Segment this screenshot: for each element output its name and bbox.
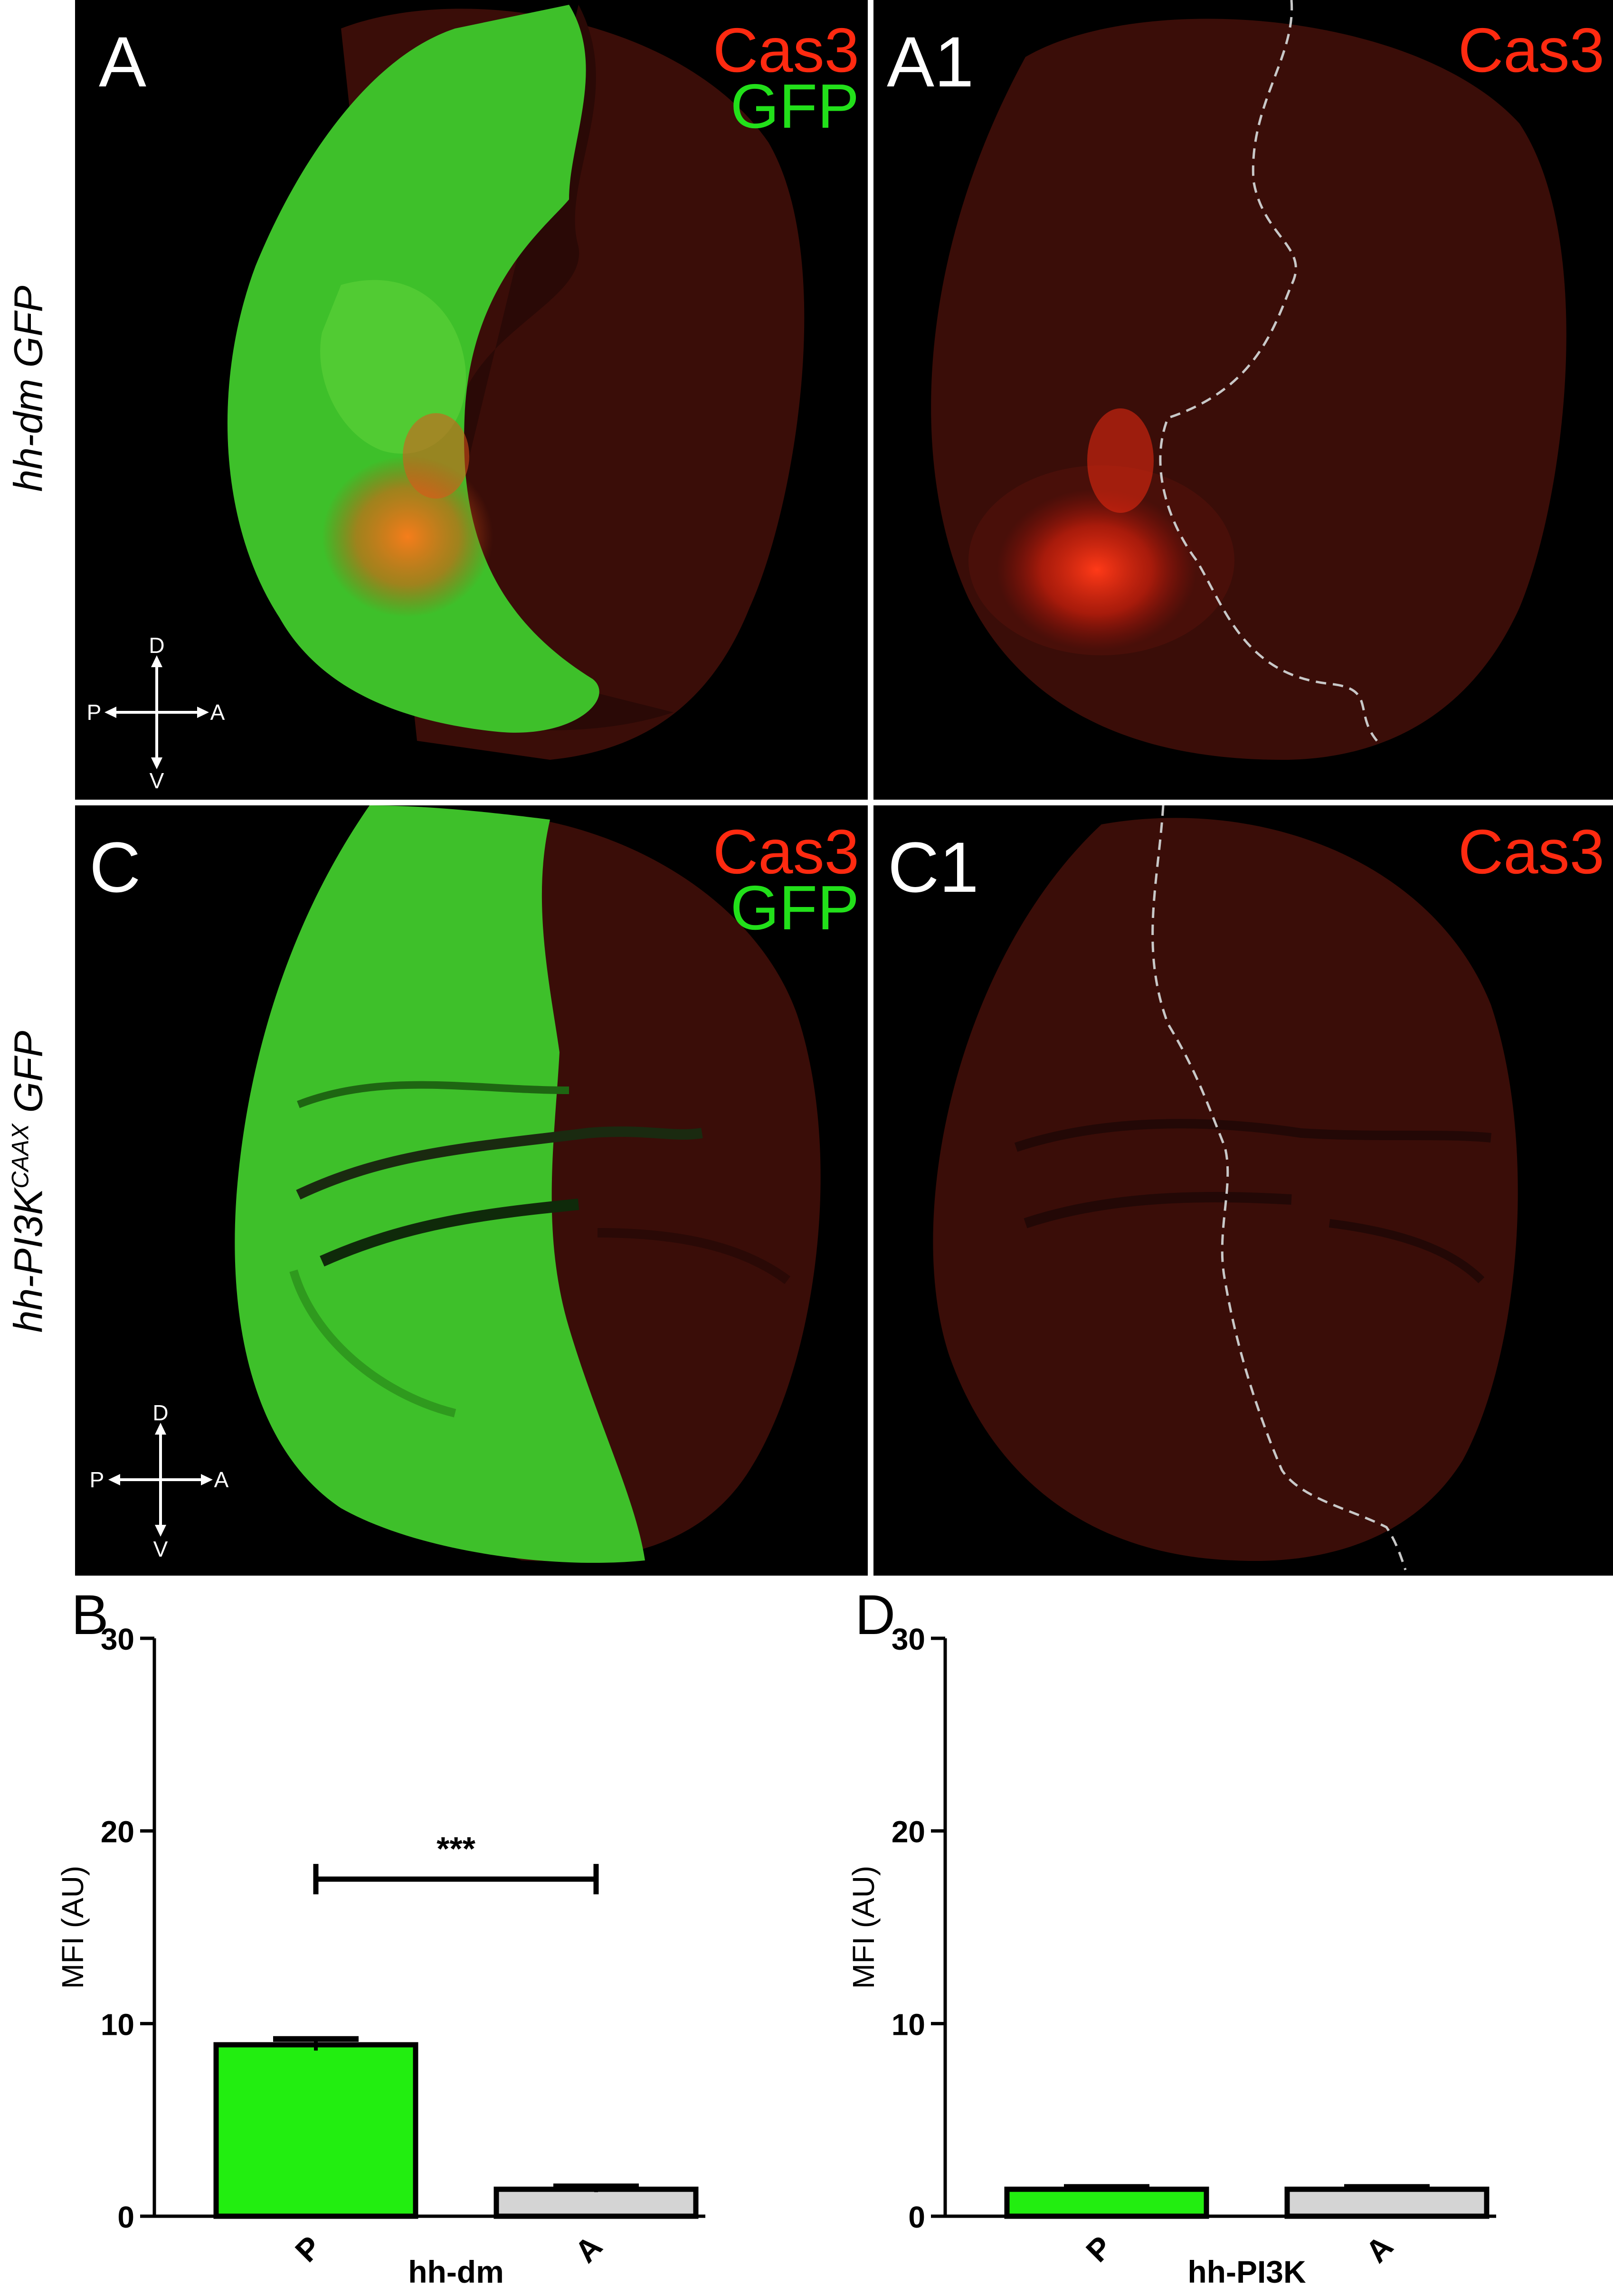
y-tick-label: 0 xyxy=(908,2200,925,2234)
channel-label-gfp: GFP xyxy=(730,873,859,943)
compass-d: D xyxy=(149,633,164,658)
chart-panel-label-d: D xyxy=(855,1584,896,1646)
genotype-text-row1: hh-dm GFP xyxy=(6,285,51,492)
wing-disc-image-a xyxy=(227,5,805,760)
genotype-label-row1: hh-dm GFP xyxy=(6,270,52,508)
compass-v: V xyxy=(150,768,164,793)
wing-disc-image-c1 xyxy=(933,805,1518,1570)
channel-label-cas3: Cas3 xyxy=(712,817,859,887)
chart-panel-label-b: B xyxy=(71,1584,109,1646)
panel-letter-c1: C1 xyxy=(888,827,979,907)
genotype-text-row2-pre: hh-PI3K xyxy=(6,1188,51,1333)
x-tick-label-p: P xyxy=(1079,2229,1119,2268)
micrograph-panel-c1: C1 Cas3 xyxy=(873,805,1613,1576)
channel-label-cas3: Cas3 xyxy=(1458,817,1604,887)
panel-letter-c: C xyxy=(89,827,141,907)
bar-p xyxy=(1004,2186,1209,2219)
compass-p: P xyxy=(87,700,102,725)
y-tick-label: 10 xyxy=(892,2007,925,2041)
channel-label-cas3: Cas3 xyxy=(1458,15,1604,85)
y-axis-label: MFI (AU) xyxy=(846,1866,881,1989)
bar-a xyxy=(1284,2186,1490,2219)
orientation-compass-a: D V P A xyxy=(87,633,225,793)
y-axis-label: MFI (AU) xyxy=(56,1866,90,1989)
bar-chart-b: 0 10 20 30 MFI (AU) P Ahh-dm *** xyxy=(56,1622,705,2289)
x-tick-label-p: P xyxy=(288,2229,328,2268)
channel-label-gfp: GFP xyxy=(730,71,859,141)
genotype-text-row2-sup: CAAX xyxy=(7,1124,34,1189)
x-axis-label: hh-dm xyxy=(408,2254,504,2289)
channel-label-cas3: Cas3 xyxy=(712,15,859,85)
genotype-text-row2-post: GFP xyxy=(6,1030,51,1124)
y-tick-label: 30 xyxy=(101,1622,134,1656)
compass-p: P xyxy=(90,1467,104,1492)
y-tick-label: 0 xyxy=(117,2200,134,2234)
compass-v: V xyxy=(153,1537,168,1561)
y-tick-label: 30 xyxy=(892,1622,925,1656)
bar-a xyxy=(493,2186,699,2219)
micrograph-panel-a1: A1 Cas3 xyxy=(873,0,1613,800)
y-tick-label: 10 xyxy=(101,2007,134,2041)
wing-disc-image-a1 xyxy=(931,0,1566,760)
x-tick-label-a: A xyxy=(1359,2229,1400,2269)
compass-a: A xyxy=(210,700,225,725)
bar-p xyxy=(213,2042,418,2219)
micrograph-panel-c: C Cas3 GFP D V P A xyxy=(75,805,868,1576)
compass-d: D xyxy=(152,1400,168,1425)
genotype-label-row2: hh-PI3KCAAX GFP xyxy=(6,1030,52,1334)
x-tick-label-a: A xyxy=(568,2229,609,2269)
wing-disc-image-c xyxy=(235,805,821,1563)
orientation-compass-c: D V P A xyxy=(90,1400,229,1561)
x-axis-label: hh-PI3K xyxy=(1187,2254,1306,2289)
panel-letter-a: A xyxy=(99,22,147,102)
compass-a: A xyxy=(214,1467,229,1492)
bar-chart-d: 0 10 20 30 MFI (AU) P Ahh-PI3K xyxy=(846,1622,1496,2289)
micrograph-panel-a: A Cas3 GFP D V P A xyxy=(75,0,868,800)
significance-label: *** xyxy=(436,1830,475,1867)
panel-letter-a1: A1 xyxy=(887,22,974,102)
y-tick-label: 20 xyxy=(101,1815,134,1849)
y-tick-label: 20 xyxy=(892,1815,925,1849)
